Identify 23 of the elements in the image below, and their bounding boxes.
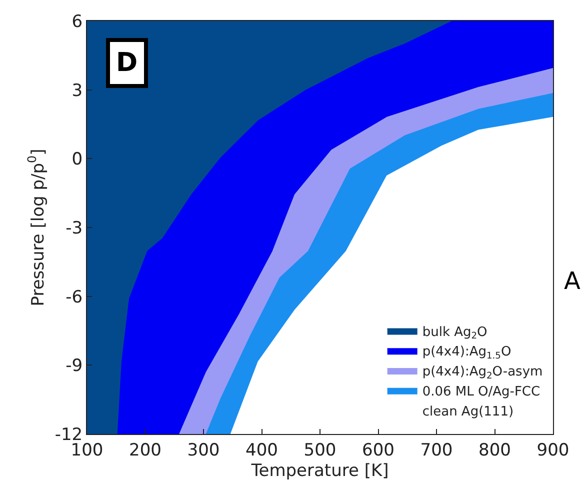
legend-label: p(4x4):Ag$_{2}$O-asym (422, 364, 543, 382)
x-tick-label: 900 (536, 440, 570, 460)
annotation: D (116, 48, 138, 78)
x-tick-label: 500 (304, 440, 336, 460)
y-tick-label: -6 (66, 287, 83, 308)
y-tick-label: 3 (72, 80, 83, 101)
legend-label: 0.06 ML O/Ag-FCC (422, 384, 540, 400)
y-tick-label: -3 (66, 218, 83, 238)
x-tick-label: 800 (478, 440, 511, 460)
legend-label: bulk Ag$_{2}$O (422, 324, 488, 342)
series-label: clean Ag(111) (422, 404, 514, 420)
text: A (564, 267, 581, 295)
x-axis-title: Temperature [K] (250, 460, 389, 481)
x-tick-label: 600 (362, 440, 394, 460)
x-tick-label: 200 (129, 440, 162, 460)
y-tick-label: -9 (66, 356, 83, 376)
x-tick-label: 400 (246, 440, 278, 460)
x-tick-label: 100 (70, 440, 104, 460)
x-tick-label: 300 (187, 440, 220, 460)
x-tick-label: 700 (420, 440, 453, 460)
y-tick-label: 6 (72, 12, 83, 32)
y-tick-label: 0 (72, 150, 83, 170)
legend-label: p(4x4):Ag$_{1.5}$O (422, 344, 512, 362)
